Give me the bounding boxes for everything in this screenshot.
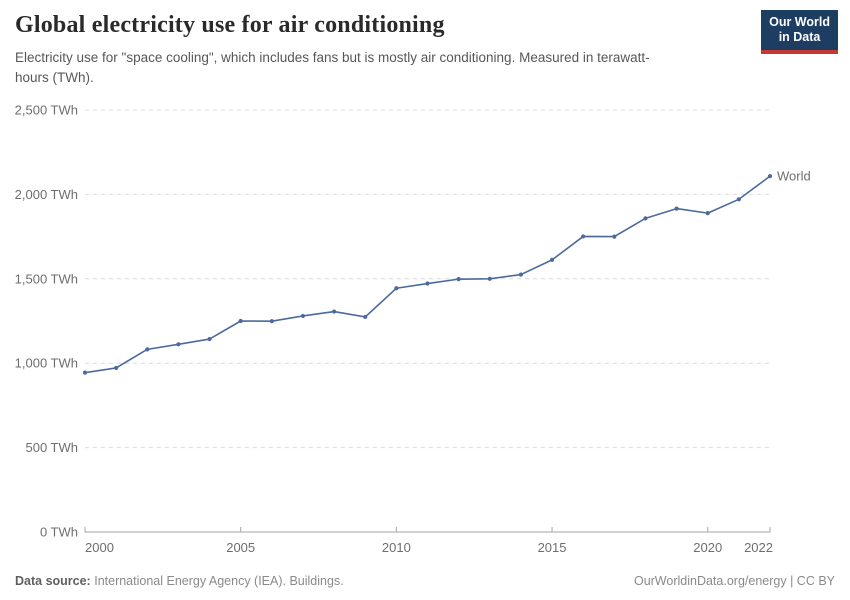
- data-point[interactable]: [612, 234, 617, 239]
- footer-separator: |: [786, 574, 797, 588]
- data-point[interactable]: [643, 216, 648, 221]
- chart-header: Global electricity use for air condition…: [15, 12, 750, 87]
- x-tick-label: 2005: [226, 540, 255, 555]
- data-point[interactable]: [145, 347, 150, 352]
- data-point[interactable]: [363, 314, 368, 320]
- owid-logo[interactable]: Our World in Data: [761, 10, 838, 54]
- owid-logo-line1: Our World: [769, 15, 830, 29]
- license-link[interactable]: CC BY: [796, 574, 835, 588]
- x-axis: [84, 527, 771, 533]
- y-tick-label: 500 TWh: [25, 440, 78, 455]
- y-tick-label: 1,500 TWh: [15, 271, 78, 286]
- line-chart[interactable]: 0 TWh 500 TWh 1,000 TWh 1,500 TWh 2,000 TWh 2…: [0, 95, 850, 565]
- owid-logo-line2: in Data: [778, 30, 821, 44]
- data-point[interactable]: [114, 365, 119, 371]
- data-point[interactable]: [394, 286, 399, 291]
- y-tick-label: 2,000 TWh: [15, 187, 78, 202]
- data-point[interactable]: [736, 197, 741, 202]
- chart-subtitle: Electricity use for "space cooling", whi…: [15, 50, 650, 85]
- data-point[interactable]: [487, 276, 492, 281]
- data-point[interactable]: [425, 281, 430, 286]
- data-source: Data source: International Energy Agency…: [15, 574, 344, 588]
- data-point[interactable]: [207, 336, 212, 342]
- owid-url-link[interactable]: OurWorldinData.org/energy: [633, 574, 787, 588]
- y-tick-label: 2,500 TWh: [15, 103, 78, 118]
- data-point[interactable]: [518, 272, 524, 277]
- data-point[interactable]: [238, 318, 243, 324]
- data-point[interactable]: [176, 342, 181, 347]
- data-point[interactable]: [82, 370, 88, 375]
- series-line-world[interactable]: [84, 175, 771, 374]
- data-point[interactable]: [269, 319, 274, 324]
- data-point[interactable]: [581, 234, 586, 239]
- x-tick-label: 2010: [382, 540, 411, 555]
- y-tick-label: 0 TWh: [40, 525, 78, 540]
- data-point[interactable]: [674, 206, 679, 211]
- x-tick-label: 2000: [85, 540, 114, 555]
- data-source-text: International Energy Agency (IEA). Build…: [94, 574, 344, 588]
- data-point[interactable]: [331, 309, 337, 314]
- x-tick-label: 2020: [693, 540, 722, 555]
- data-point[interactable]: [705, 211, 710, 216]
- footer-right: OurWorldinData.org/energy | CC BY: [634, 574, 835, 588]
- data-point[interactable]: [456, 277, 461, 282]
- page-title: Global electricity use for air condition…: [15, 12, 445, 38]
- x-tick-label: 2022: [744, 540, 773, 555]
- y-tick-label: 1,000 TWh: [15, 356, 78, 371]
- series-label-world[interactable]: World: [777, 169, 811, 184]
- x-tick-label: 2015: [538, 540, 567, 555]
- data-point[interactable]: [549, 257, 555, 262]
- data-source-label: Data source:: [15, 574, 91, 588]
- data-point[interactable]: [300, 313, 306, 319]
- data-point[interactable]: [767, 174, 773, 179]
- chart-footer: Data source: International Energy Agency…: [15, 574, 835, 588]
